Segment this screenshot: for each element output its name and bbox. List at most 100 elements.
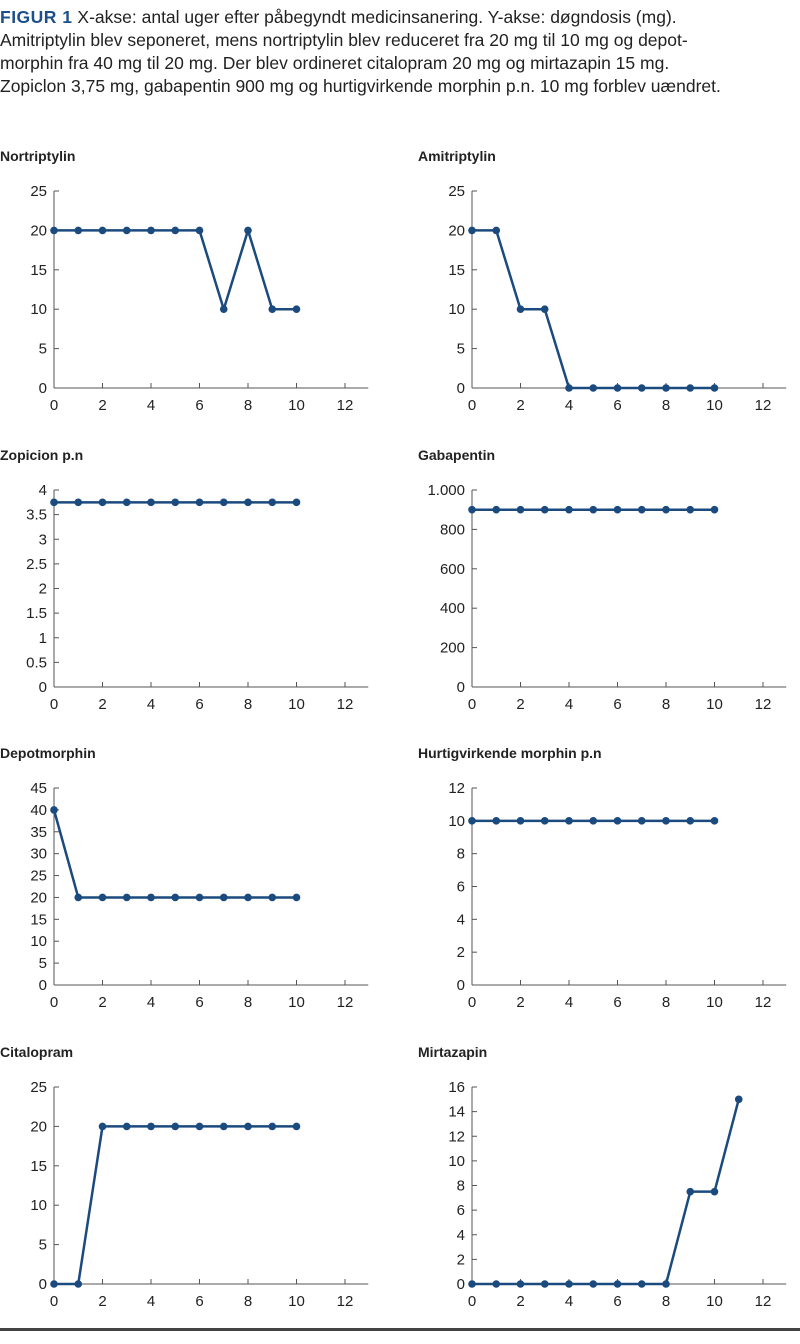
- data-point: [468, 817, 476, 825]
- x-tick-label: 10: [288, 1293, 305, 1310]
- chart-title: Zopicion p.n: [0, 447, 84, 463]
- y-tick-label: 10: [448, 1153, 465, 1170]
- line-chart: 0 5 10 15 20 25 0 2 4 6 8 10 12: [448, 183, 787, 414]
- data-point: [589, 817, 598, 825]
- data-point: [589, 505, 598, 514]
- data-point: [710, 384, 719, 392]
- data-point: [268, 305, 277, 313]
- chart-title: Mirtazapin: [418, 1044, 488, 1060]
- x-tick-label: 12: [755, 397, 772, 414]
- y-tick-label: 2: [457, 1251, 465, 1268]
- data-point: [734, 1095, 743, 1104]
- data-point: [516, 817, 525, 825]
- x-tick-label: 10: [288, 994, 305, 1011]
- data-point: [710, 505, 719, 514]
- data-point: [662, 505, 670, 514]
- data-point: [74, 893, 83, 902]
- series-line: [472, 1098, 740, 1286]
- data-point: [468, 1280, 476, 1288]
- data-point: [492, 1280, 501, 1288]
- x-tick-label: 8: [662, 994, 670, 1011]
- data-point: [74, 226, 83, 235]
- data-point: [637, 384, 646, 392]
- chart-title: Hurtigvirkende morphin p.n: [418, 745, 602, 761]
- y-tick-label: 0: [39, 977, 47, 994]
- data-point: [710, 1187, 719, 1196]
- y-tick-label: 0: [39, 380, 47, 397]
- y-tick-label: 25: [448, 183, 465, 200]
- data-point: [565, 384, 573, 392]
- x-tick-label: 0: [50, 994, 58, 1011]
- data-point: [662, 1280, 670, 1288]
- y-tick-label: 10: [30, 933, 47, 950]
- data-point: [292, 498, 301, 507]
- data-point: [244, 498, 252, 507]
- x-tick-label: 4: [565, 1293, 573, 1310]
- line-chart: 0 2 4 6 8 10 12 0 2 4 6 8 10 12: [448, 780, 787, 1011]
- x-tick-label: 10: [288, 397, 305, 414]
- y-tick-label: 4: [457, 911, 465, 928]
- data-point: [171, 893, 180, 902]
- data-point: [122, 893, 131, 902]
- data-point: [686, 505, 695, 514]
- x-tick-label: 6: [195, 1293, 203, 1310]
- x-tick-label: 12: [755, 696, 772, 713]
- data-point: [147, 1122, 155, 1131]
- data-point: [516, 1280, 525, 1288]
- chart-title: Depotmorphin: [0, 745, 96, 761]
- y-tick-label: 0: [457, 380, 465, 397]
- x-tick-label: 12: [337, 397, 354, 414]
- data-point: [565, 505, 573, 514]
- y-tick-label: 200: [440, 640, 465, 657]
- data-point: [613, 505, 622, 514]
- data-point: [468, 226, 476, 235]
- x-tick-label: 8: [244, 1293, 252, 1310]
- data-point: [613, 1280, 622, 1288]
- data-point: [540, 817, 549, 825]
- x-tick-label: 2: [516, 397, 524, 414]
- data-point: [147, 226, 155, 235]
- y-tick-label: 12: [448, 1128, 465, 1145]
- caption-line-4: Zopiclon 3,75 mg, gabapentin 900 mg og h…: [0, 76, 721, 96]
- data-point: [565, 817, 573, 825]
- chart-gabapentin: Gabapentin 0 200 400 600 800 1.000 0 2 4 6 8 10 12: [418, 447, 800, 747]
- y-tick-label: 1.000: [427, 482, 465, 499]
- y-tick-label: 25: [30, 868, 47, 885]
- data-point: [195, 1122, 204, 1131]
- y-tick-label: 3: [39, 531, 47, 548]
- y-tick-label: 40: [30, 802, 47, 819]
- x-tick-label: 6: [195, 397, 203, 414]
- chart-citalopram: Citalopram 0 5 10 15 20 25 0 2 4 6 8 10 12: [0, 1044, 400, 1344]
- data-point: [122, 1122, 131, 1131]
- data-point: [686, 817, 695, 825]
- data-point: [219, 498, 228, 507]
- line-chart: 0 2 4 6 8 10 12 14 16 0 2 4 6 8 10 12: [448, 1079, 787, 1310]
- data-point: [171, 226, 180, 235]
- x-tick-label: 10: [706, 696, 723, 713]
- y-tick-label: 15: [30, 262, 47, 279]
- x-tick-label: 6: [195, 696, 203, 713]
- y-tick-label: 35: [30, 824, 47, 841]
- y-tick-label: 20: [448, 222, 465, 239]
- y-tick-label: 0: [457, 977, 465, 994]
- x-tick-label: 2: [98, 1293, 106, 1310]
- data-point: [662, 817, 670, 825]
- y-tick-label: 8: [457, 846, 465, 863]
- y-tick-label: 20: [30, 222, 47, 239]
- x-tick-label: 12: [755, 1293, 772, 1310]
- x-tick-label: 2: [98, 994, 106, 1011]
- x-tick-label: 10: [706, 397, 723, 414]
- x-tick-label: 10: [288, 696, 305, 713]
- chart-title: Gabapentin: [418, 447, 496, 463]
- data-point: [540, 505, 549, 514]
- y-tick-label: 1.5: [26, 605, 47, 622]
- x-tick-label: 0: [50, 1293, 58, 1310]
- data-point: [589, 384, 598, 392]
- y-tick-label: 20: [30, 889, 47, 906]
- data-point: [492, 817, 501, 825]
- caption-line-2: Amitriptylin blev seponeret, mens nortri…: [0, 30, 688, 50]
- y-tick-label: 400: [440, 600, 465, 617]
- y-tick-label: 4: [39, 482, 47, 499]
- line-chart: 0 5 10 15 20 25 30 35 40 45 0 2 4 6 8 10 12: [30, 780, 369, 1011]
- chart-depotmorphin: Depotmorphin 0 5 10 15 20 25 30 35 40 45 0 2 4 6 8 10 12: [0, 745, 400, 1045]
